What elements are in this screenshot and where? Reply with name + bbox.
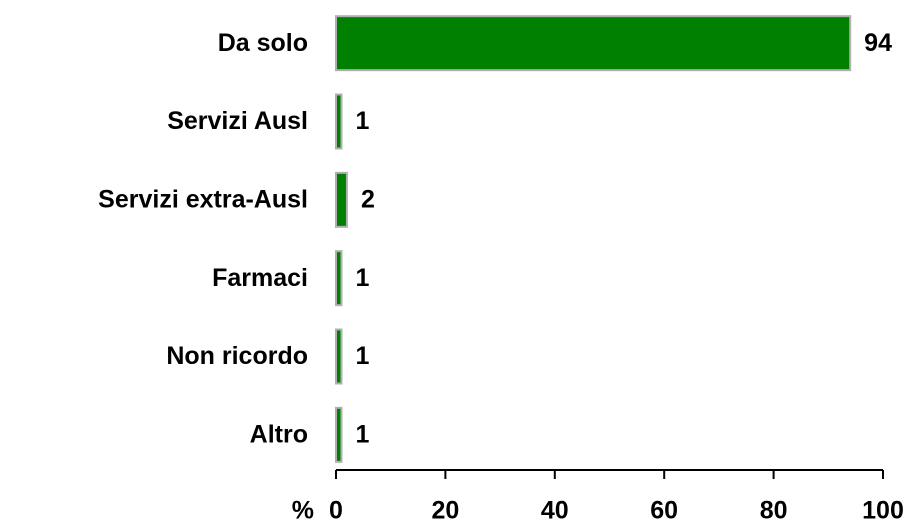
value-label: 2 xyxy=(361,185,375,213)
value-label: 1 xyxy=(355,264,369,292)
x-axis-label: % xyxy=(292,497,314,525)
bar xyxy=(335,15,852,72)
x-tick-label: 100 xyxy=(862,497,904,525)
y-tick-label: Servizi extra-Ausl xyxy=(98,185,308,213)
bar xyxy=(335,328,343,385)
bar xyxy=(335,250,343,307)
y-tick-label: Altro xyxy=(250,420,308,448)
bar xyxy=(335,406,343,463)
y-tick-label: Servizi Ausl xyxy=(167,107,308,135)
x-tick-label: 0 xyxy=(329,497,343,525)
value-label: 1 xyxy=(355,420,369,448)
y-tick-label: Farmaci xyxy=(212,264,308,292)
bar xyxy=(335,171,348,228)
x-tick-label: 20 xyxy=(431,497,459,525)
x-tick-label: 40 xyxy=(541,497,569,525)
y-tick-label: Da solo xyxy=(218,29,308,57)
value-label: 94 xyxy=(864,29,892,57)
x-tick-label: 80 xyxy=(760,497,788,525)
value-label: 1 xyxy=(355,107,369,135)
value-label: 1 xyxy=(355,342,369,370)
y-tick-label: Non ricordo xyxy=(166,342,308,370)
bar xyxy=(335,93,343,150)
x-tick-label: 60 xyxy=(650,497,678,525)
